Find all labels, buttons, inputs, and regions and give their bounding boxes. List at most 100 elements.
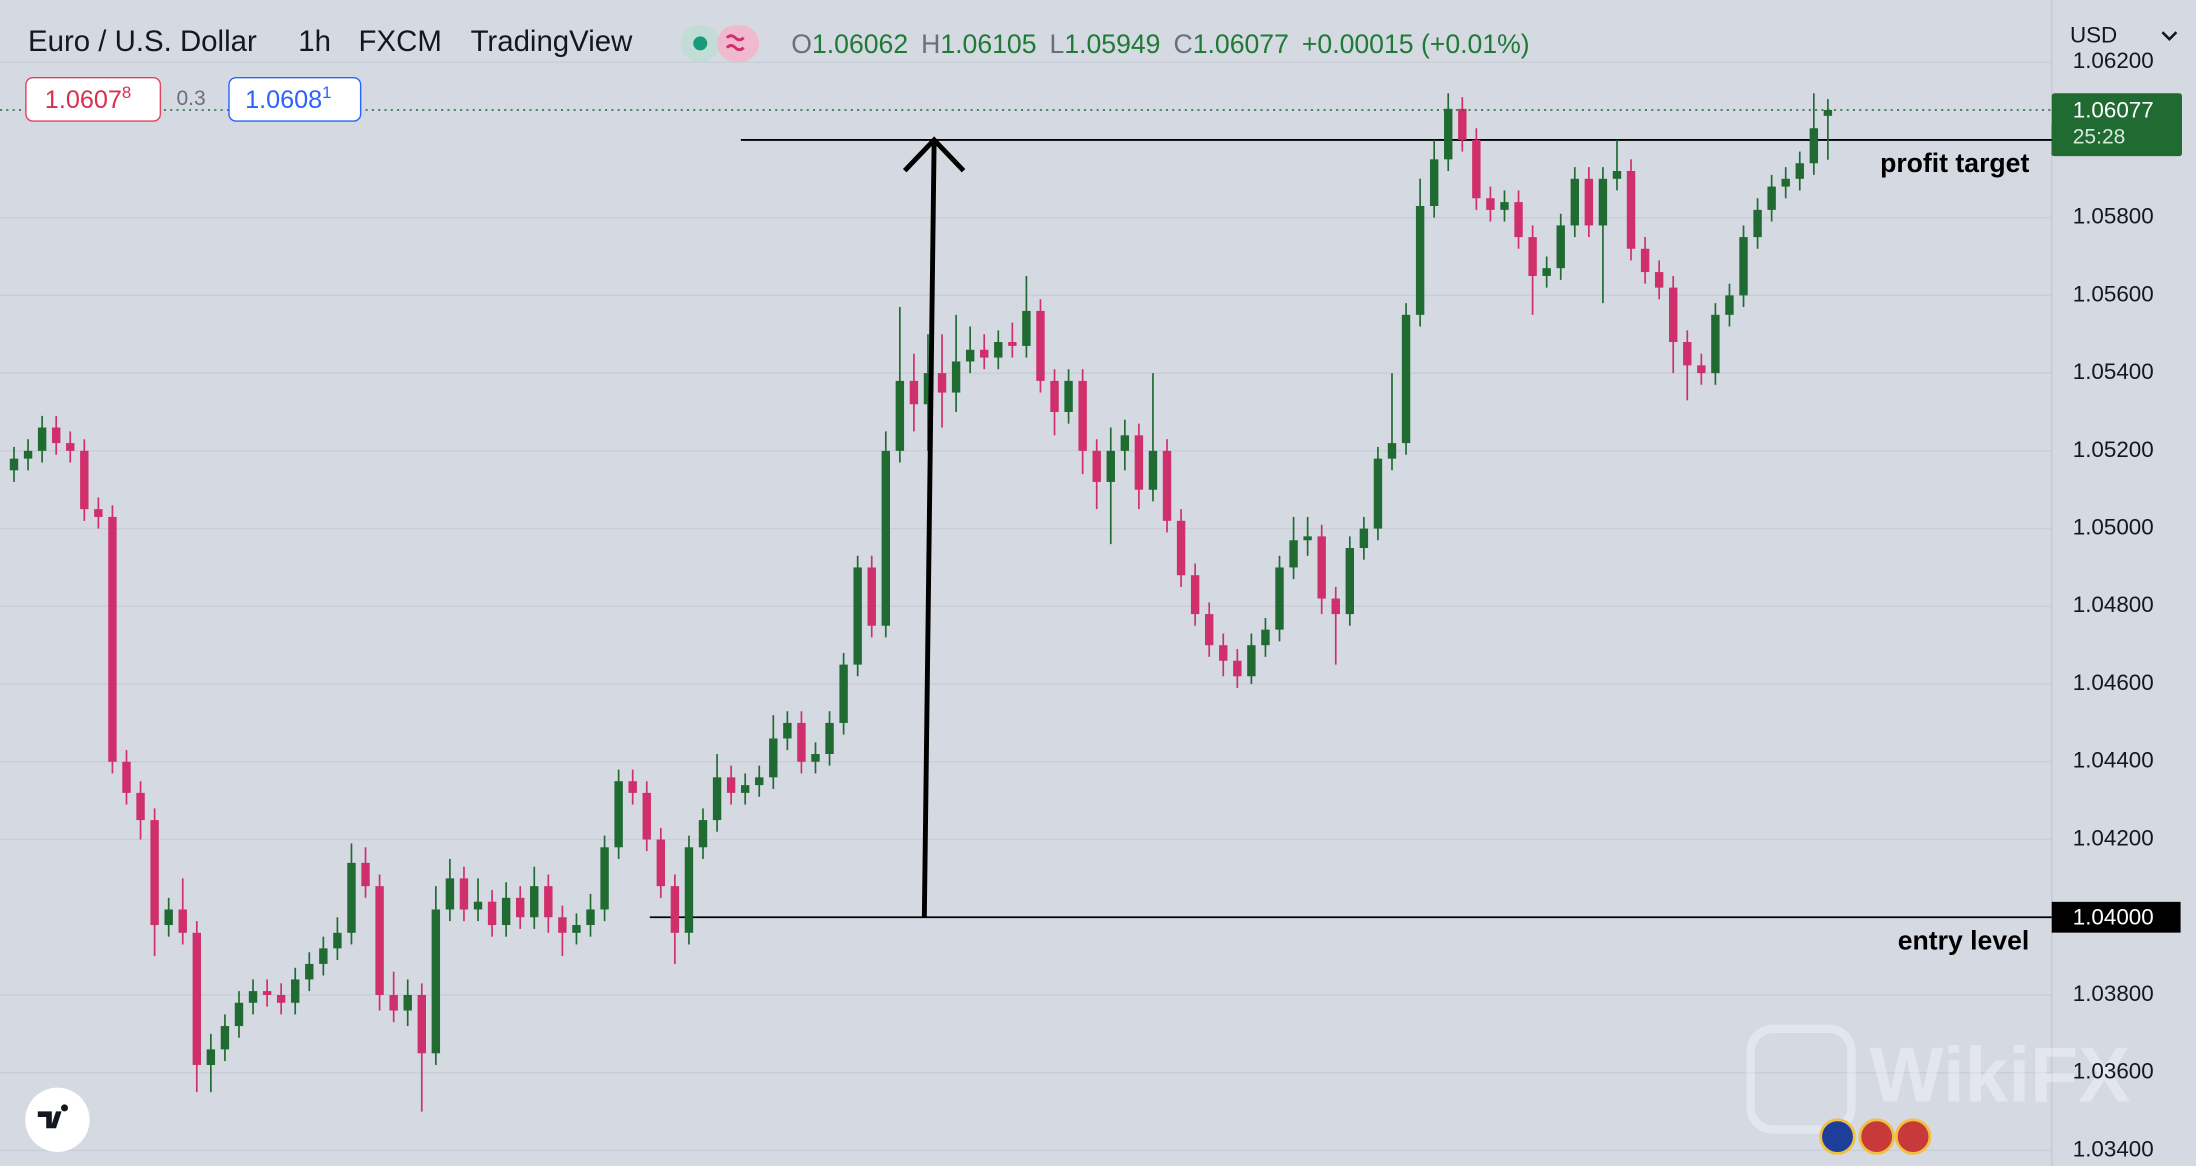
candle-body — [333, 932, 342, 949]
flag-eu[interactable] — [1819, 1118, 1856, 1155]
candle-body — [628, 781, 637, 793]
candle-body — [1458, 108, 1467, 140]
bid-box[interactable] — [25, 76, 162, 122]
countdown: 25:28 — [2073, 126, 2126, 149]
levels: profit target entry level — [649, 139, 2052, 955]
candle-body — [1331, 598, 1340, 615]
candle-body — [1204, 614, 1214, 646]
candle-body — [712, 777, 722, 821]
candle-body — [389, 994, 398, 1011]
ohlc-key: H — [921, 29, 940, 59]
last-price-box — [2051, 93, 2182, 157]
candle-body — [684, 847, 694, 933]
y-tick-label: 1.04400 — [2073, 748, 2154, 773]
ohlc-key: O — [791, 29, 812, 59]
candle-body — [1444, 108, 1453, 160]
candle-body — [614, 781, 623, 848]
y-tick-label: 1.05000 — [2073, 515, 2154, 540]
candle-body — [1162, 450, 1172, 521]
candle-body — [1247, 645, 1256, 677]
candle-body — [783, 722, 792, 739]
candle-body — [670, 886, 680, 933]
candle-body — [1120, 435, 1130, 451]
candle-body — [1739, 237, 1748, 296]
symbol[interactable]: Euro / U.S. Dollar — [28, 25, 257, 58]
candle-body — [1064, 380, 1073, 412]
level-text: entry level — [1898, 925, 2030, 955]
event-flags[interactable] — [1819, 1118, 1932, 1155]
candle-body — [1359, 528, 1369, 549]
flag-us[interactable] — [1858, 1118, 1895, 1155]
candle-body — [1514, 202, 1523, 238]
candle-body — [825, 722, 834, 755]
candle-body — [544, 886, 553, 918]
currency-dropdown[interactable] — [2161, 31, 2178, 41]
ask-price[interactable]: 1.06081 — [245, 83, 331, 113]
candle-body — [1612, 171, 1622, 179]
ohlc-value: 1.05949 — [1064, 29, 1160, 59]
ohlc: O1.06062 H1.06105 L1.05949 C1.06077 +0.0… — [791, 29, 1529, 59]
grid — [0, 61, 2052, 1152]
y-tick-label: 1.03400 — [2073, 1136, 2154, 1161]
ask-box[interactable] — [228, 76, 362, 122]
candle-body — [600, 847, 609, 910]
candle-body — [1697, 365, 1706, 374]
candle-body — [1345, 548, 1355, 615]
candle-body — [220, 1026, 230, 1050]
bid-price[interactable]: 1.06078 — [45, 83, 131, 113]
candle-body — [1415, 205, 1425, 315]
flag-us[interactable] — [1894, 1118, 1932, 1155]
level-price-label: 1.04000 — [2073, 905, 2154, 930]
candle-body — [375, 886, 384, 995]
candle-body — [1500, 202, 1509, 210]
watermark-text: WikiFX — [1870, 1030, 2131, 1118]
candle-body — [66, 443, 75, 451]
candle-body — [1261, 629, 1270, 646]
spread: 0.3 — [176, 87, 205, 110]
candle-body — [178, 909, 187, 933]
candle-body — [1725, 295, 1734, 315]
y-tick-label: 1.04200 — [2073, 825, 2154, 850]
candle-body — [558, 917, 567, 933]
level-price-box — [2051, 901, 2181, 933]
candle-body — [881, 450, 890, 626]
candle-body — [1640, 248, 1650, 273]
change: +0.00015 (+0.01%) — [1302, 29, 1530, 59]
header: Euro / U.S. Dollar 1h FXCM TradingView O… — [25, 25, 1530, 122]
candle-body — [445, 878, 455, 910]
candle-body — [1542, 268, 1551, 276]
candle-body — [94, 509, 103, 517]
indicator-icon — [725, 34, 745, 52]
candle-body — [867, 567, 876, 626]
indicator-pill[interactable] — [717, 25, 760, 62]
candle-body — [1486, 198, 1495, 210]
candle-body — [726, 777, 736, 793]
candle-body — [1387, 443, 1397, 459]
candle-body — [1092, 450, 1101, 482]
watermark: WikiFX — [1746, 1024, 2131, 1134]
candle-body — [1233, 660, 1242, 677]
candle-body — [1528, 237, 1537, 276]
ask-pip: 1 — [322, 83, 331, 102]
candle-body — [51, 427, 61, 444]
y-tick-label: 1.03800 — [2073, 981, 2154, 1006]
level-text: profit target — [1880, 148, 2029, 178]
candle-body — [909, 380, 919, 405]
candle-body — [305, 963, 314, 980]
candle-body — [698, 820, 708, 848]
candle-body — [572, 925, 581, 933]
currency: USD — [2070, 22, 2117, 47]
candle-body — [248, 991, 258, 1003]
y-tick-label: 1.05400 — [2073, 359, 2154, 384]
candle-body — [347, 862, 356, 933]
interval[interactable]: 1h — [298, 25, 331, 58]
y-tick-label: 1.04600 — [2073, 670, 2154, 695]
candle-body — [459, 878, 469, 910]
candles — [9, 93, 1833, 1112]
candle-body — [1176, 520, 1186, 576]
candle-body — [740, 785, 750, 793]
ohlc-value: 1.06062 — [812, 29, 908, 59]
candle-body — [895, 380, 905, 451]
